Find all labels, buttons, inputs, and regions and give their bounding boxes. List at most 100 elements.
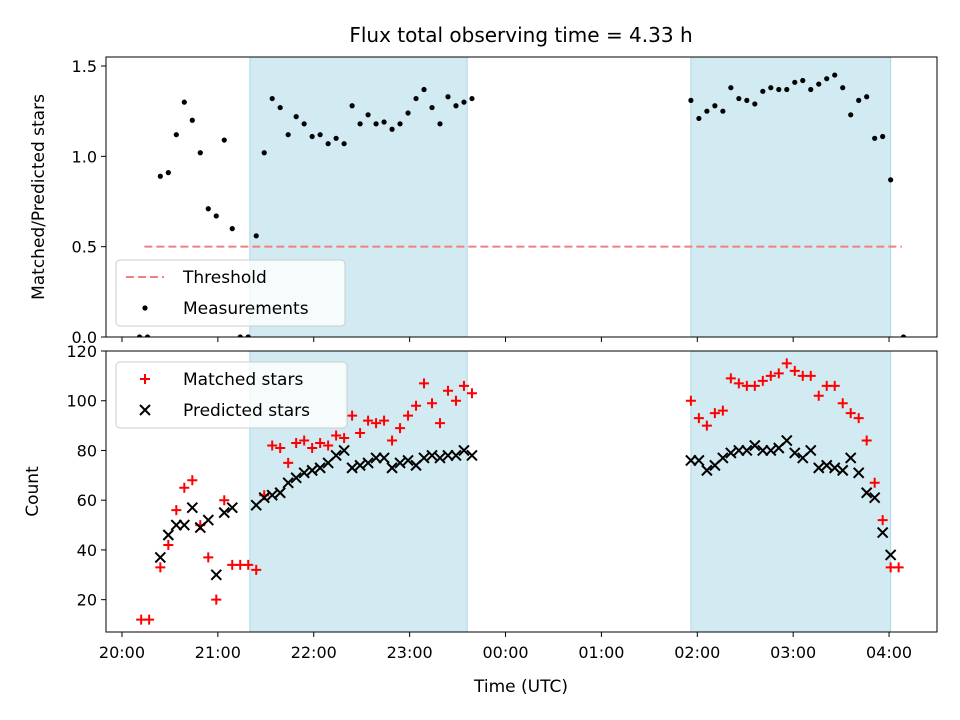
y-tick-label: 20 (77, 591, 97, 610)
predicted-point (154, 551, 167, 564)
measurement-point (157, 173, 163, 179)
matched-point (283, 457, 294, 468)
matched-point (773, 368, 784, 379)
matched-point (187, 475, 198, 486)
x-tick-label: 23:00 (387, 643, 433, 662)
measurement-point (800, 77, 806, 84)
measurement-point (848, 112, 854, 118)
measurement-point (301, 121, 307, 127)
measurement-point (261, 150, 267, 156)
measurement-point (285, 132, 291, 138)
y-axis-label: Count (23, 466, 43, 517)
predicted-point (450, 449, 462, 462)
predicted-point (178, 519, 191, 531)
x-tick-label: 00:00 (482, 643, 528, 662)
matched-point (299, 435, 310, 446)
measurement-point (333, 135, 339, 141)
predicted-point (813, 462, 825, 474)
predicted-point (218, 506, 230, 519)
x-tick-label: 04:00 (866, 643, 912, 662)
measurement-point (397, 121, 403, 127)
y-axis-label: Matched/Predicted stars (29, 94, 49, 300)
matched-point (701, 420, 712, 431)
y-tick-label: 1.5 (72, 57, 97, 76)
measurement-point (760, 88, 766, 94)
measurement-point (900, 334, 907, 337)
predicted-point (186, 501, 199, 514)
predicted-point (290, 472, 302, 484)
measurement-point (445, 94, 451, 100)
matched-point (323, 440, 334, 451)
measurement-point (165, 170, 171, 176)
measurement-point (856, 97, 862, 103)
predicted-point (789, 447, 801, 459)
matched-point (331, 430, 342, 441)
measurement-point (704, 108, 710, 114)
predicted-point (805, 444, 817, 457)
measurement-point (437, 121, 443, 127)
matched-point (765, 370, 776, 381)
legend: Threshold Measurements (115, 259, 346, 327)
matched-point (171, 505, 182, 516)
matched-point (813, 390, 824, 401)
matched-point (442, 385, 453, 396)
measurement-point (189, 117, 195, 123)
legend-box (115, 259, 346, 327)
matched-point (371, 418, 382, 429)
predicted-point (266, 489, 278, 501)
y-tick-label: 40 (77, 541, 97, 560)
matched-point (709, 408, 720, 419)
ratio-panel: 0.0 0.5 1.0 1.5 Matched/Predicted stars Thres… (29, 56, 938, 347)
measurement-point (381, 119, 387, 125)
measurement-point (461, 99, 467, 105)
x-tick-label: 02:00 (674, 643, 720, 662)
measurement-point (269, 95, 275, 102)
measurement-point (245, 334, 251, 337)
predicted-point (844, 452, 857, 464)
predicted-point (693, 454, 705, 467)
matched-point (419, 378, 430, 389)
predicted-point (426, 449, 438, 462)
legend-label: Predicted stars (183, 401, 310, 421)
y-tick-label: 120 (66, 342, 97, 361)
matched-point (315, 438, 326, 449)
matched-point (733, 378, 744, 389)
matched-point (717, 405, 728, 416)
matched-point (466, 388, 477, 399)
predicted-point (434, 452, 446, 464)
matched-point (379, 415, 390, 426)
matched-point (267, 440, 278, 451)
matched-point (363, 415, 374, 426)
predicted-point (402, 454, 414, 467)
legend-box (115, 361, 348, 429)
matched-point (893, 562, 904, 573)
measurement-point (880, 133, 886, 140)
predicted-point (829, 462, 841, 474)
predicted-point (876, 526, 889, 539)
measurement-point (197, 150, 203, 156)
measurement-point (389, 126, 395, 132)
measurement-point (205, 206, 211, 212)
predicted-point (378, 452, 390, 464)
measurement-point (453, 103, 459, 109)
measurement-point (832, 72, 838, 78)
x-tick-label: 01:00 (578, 643, 624, 662)
y-tick-label: 100 (66, 392, 97, 411)
matched-point (749, 380, 760, 391)
matched-point (693, 413, 704, 424)
markers (136, 358, 904, 625)
matched-point (725, 373, 736, 384)
matched-point (395, 423, 406, 434)
predicted-point (306, 464, 318, 477)
matched-point (877, 515, 888, 526)
measurement-point (736, 95, 742, 102)
legend-plus-swatch (140, 374, 150, 384)
legend-label: Matched stars (183, 370, 303, 390)
measurement-point (341, 141, 347, 147)
predicted-point (458, 444, 470, 457)
matched-point (347, 410, 358, 421)
predicted-point (717, 452, 729, 464)
measurement-point (405, 110, 411, 116)
predicted-point (314, 462, 326, 474)
